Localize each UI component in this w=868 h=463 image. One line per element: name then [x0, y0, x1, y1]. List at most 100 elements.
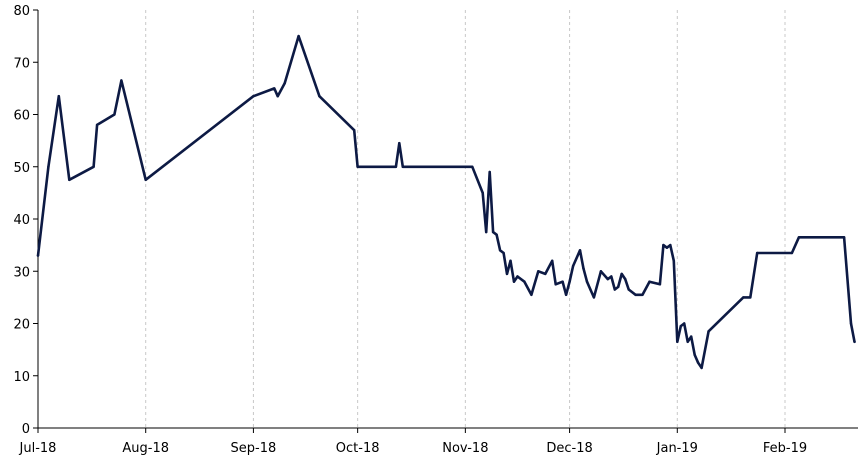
y-tick-label-30: 30 — [13, 265, 30, 280]
axes — [33, 9, 858, 433]
data-point — [537, 270, 540, 273]
data-point — [627, 288, 630, 291]
data-point — [693, 353, 696, 357]
data-point — [599, 270, 603, 273]
data-point — [405, 165, 408, 168]
data-point — [498, 249, 502, 252]
y-tick-label-0: 0 — [22, 422, 30, 437]
data-point — [665, 246, 669, 249]
data-point — [273, 87, 276, 90]
data-point — [509, 259, 512, 262]
x-tick-label-Sep-18: Sep-18 — [231, 441, 277, 456]
data-point — [356, 165, 359, 168]
data-point — [57, 95, 60, 98]
data-point — [613, 288, 616, 291]
data-point — [481, 191, 484, 195]
data-point — [495, 233, 498, 236]
data-point — [641, 293, 644, 296]
data-point — [502, 251, 505, 255]
data-point — [700, 366, 703, 370]
data-point — [488, 170, 491, 174]
data-point — [853, 340, 856, 343]
x-tick-label-Nov-18: Nov-18 — [442, 441, 488, 456]
tick-labels: 0 10 20 30 40 50 60 70 80 Jul-18 Aug-18 Sep-18 Oct-1… — [13, 4, 807, 456]
data-point — [696, 361, 700, 364]
data-point — [620, 272, 623, 276]
data-point — [505, 272, 509, 276]
series-line-0 — [36, 34, 856, 370]
data-point — [485, 230, 488, 234]
data-point — [797, 236, 801, 239]
data-point — [582, 267, 585, 270]
y-tick-label-50: 50 — [13, 161, 30, 176]
data-point — [297, 34, 300, 38]
data-point — [624, 277, 627, 281]
y-tick-label-60: 60 — [13, 109, 30, 124]
series — [36, 34, 856, 370]
data-point — [849, 322, 853, 325]
data-point — [742, 296, 745, 299]
x-tick-label-Aug-18: Aug-18 — [122, 441, 169, 456]
data-point — [669, 243, 672, 247]
data-point — [401, 165, 404, 168]
data-point — [512, 280, 516, 283]
data-point — [658, 283, 662, 286]
data-point — [749, 296, 752, 299]
data-point — [353, 129, 356, 132]
data-point — [36, 254, 40, 257]
x-tick-label-Feb-19: Feb-19 — [763, 441, 807, 456]
y-tick-label-70: 70 — [13, 56, 30, 71]
data-point — [47, 165, 50, 168]
data-point — [662, 243, 665, 247]
data-point — [113, 113, 116, 116]
data-point — [606, 277, 609, 281]
data-point — [578, 249, 582, 252]
data-point — [707, 330, 710, 333]
gridlines — [145, 10, 786, 428]
data-point — [523, 280, 526, 283]
data-point — [530, 293, 533, 296]
data-point — [95, 123, 99, 127]
data-point — [144, 178, 147, 181]
data-point — [398, 142, 401, 145]
y-tick-label-80: 80 — [13, 4, 30, 19]
x-tick-label-Oct-18: Oct-18 — [336, 441, 380, 456]
data-point — [276, 95, 279, 98]
data-point — [690, 335, 693, 338]
data-point — [610, 275, 613, 278]
data-point — [676, 340, 679, 343]
data-point — [564, 293, 568, 296]
data-point — [394, 165, 398, 168]
x-tick-label-Jan-19: Jan-19 — [656, 441, 698, 456]
y-tick-label-40: 40 — [13, 213, 30, 228]
data-point — [679, 324, 682, 328]
data-point — [585, 280, 589, 283]
data-point — [318, 95, 321, 98]
data-point — [120, 79, 123, 82]
data-point — [634, 293, 637, 296]
data-point — [790, 251, 794, 255]
data-point — [92, 165, 95, 168]
data-point — [686, 340, 689, 343]
data-point — [491, 230, 495, 234]
x-tick-label-Dec-18: Dec-18 — [546, 441, 592, 456]
data-point — [568, 280, 571, 283]
y-tick-label-20: 20 — [13, 318, 30, 333]
data-point — [672, 259, 675, 262]
data-point — [571, 264, 575, 268]
data-point — [551, 259, 554, 262]
data-point — [544, 272, 547, 276]
data-point — [554, 283, 557, 286]
data-point — [648, 280, 651, 283]
data-point — [756, 251, 759, 255]
data-point — [471, 165, 474, 168]
data-point — [516, 275, 519, 278]
data-point — [68, 178, 71, 181]
data-point — [252, 95, 255, 98]
data-point — [589, 288, 592, 291]
data-point — [283, 82, 286, 85]
data-point — [842, 236, 846, 239]
data-point — [617, 285, 620, 289]
data-point — [592, 296, 596, 299]
